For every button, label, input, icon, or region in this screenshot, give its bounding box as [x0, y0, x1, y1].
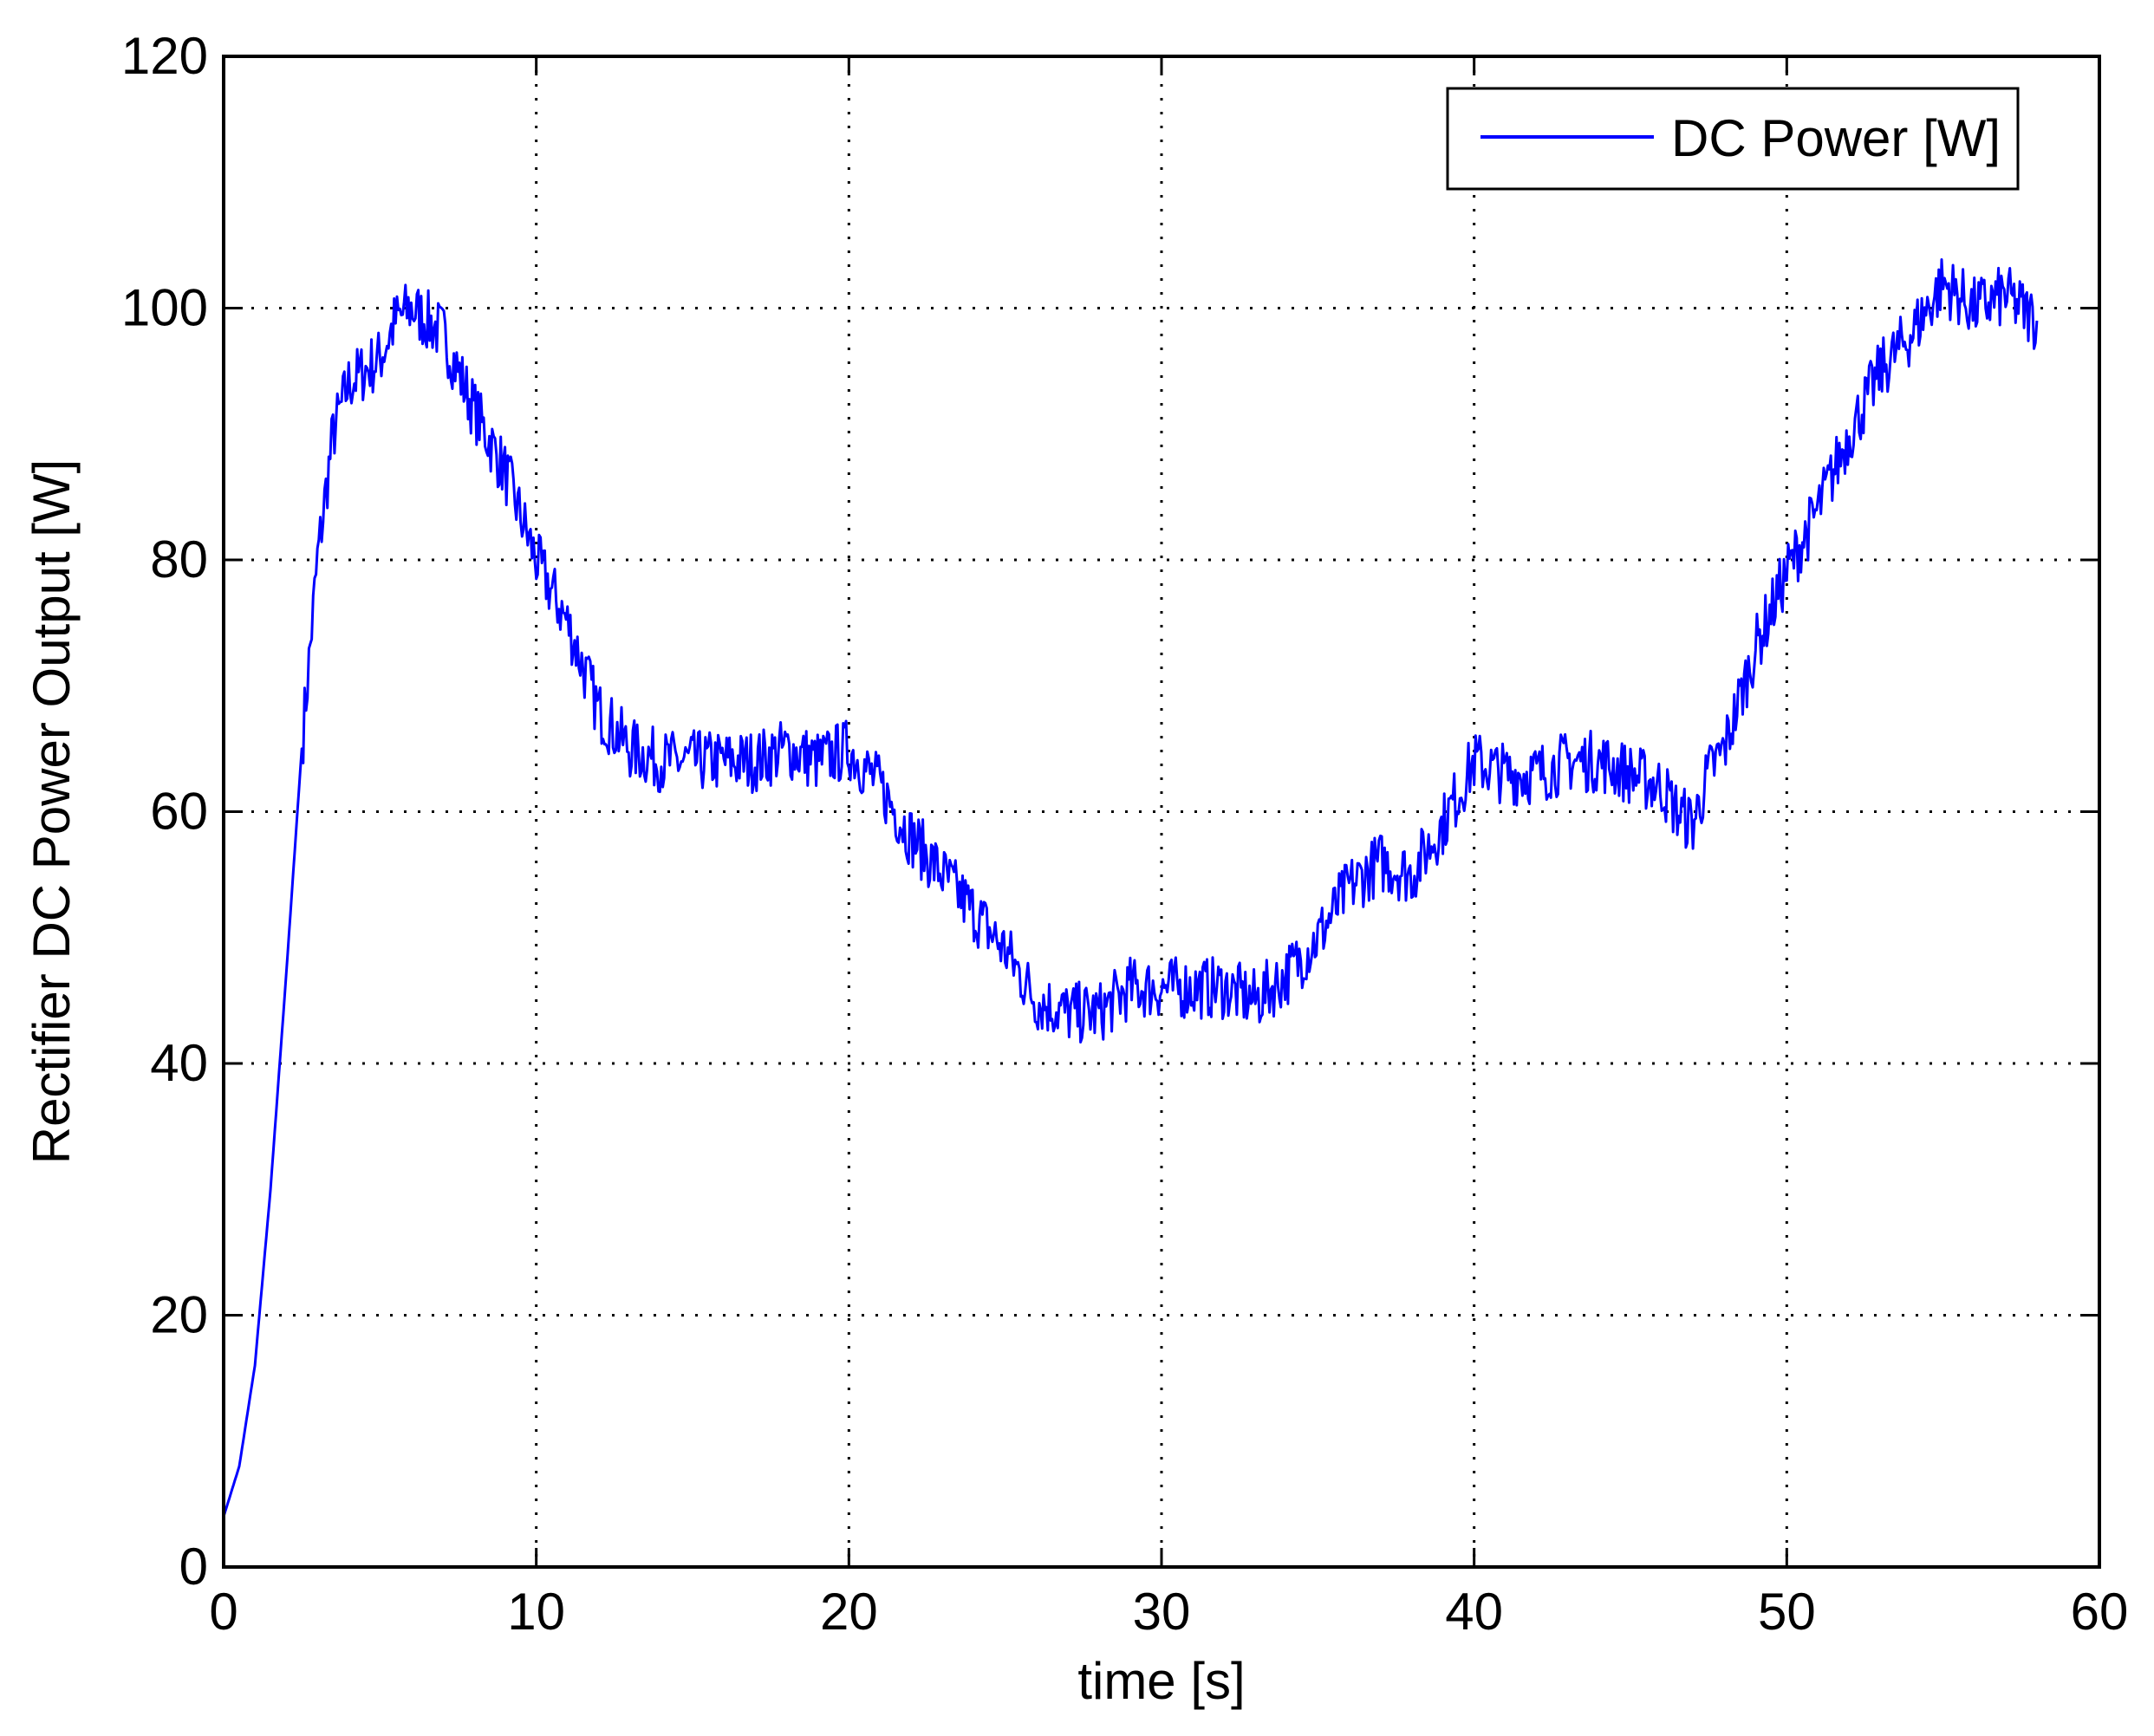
y-tick-label: 20 — [150, 1286, 208, 1344]
x-tick-label: 30 — [1133, 1583, 1191, 1641]
series-layer — [222, 258, 2039, 1518]
y-tick-label: 80 — [150, 530, 208, 588]
y-tick-label: 40 — [150, 1034, 208, 1092]
x-tick-label: 0 — [209, 1583, 238, 1641]
x-tick-label: 50 — [1758, 1583, 1816, 1641]
y-tick-label: 60 — [150, 783, 208, 841]
y-axis-title: Rectifier DC Power Output [W] — [23, 459, 81, 1165]
y-tick-label: 0 — [179, 1538, 208, 1596]
y-tick-label: 100 — [121, 279, 208, 337]
x-tick-label: 20 — [820, 1583, 878, 1641]
legend: DC Power [W] — [1446, 87, 2020, 191]
y-tick-label: 120 — [121, 27, 208, 85]
x-tick-label: 60 — [2071, 1583, 2129, 1641]
x-tick-label: 40 — [1445, 1583, 1503, 1641]
series-line-0 — [222, 258, 2039, 1518]
x-tick-label: 10 — [507, 1583, 565, 1641]
x-axis-title: time [s] — [1077, 1652, 1245, 1710]
axis-ticks: 0 10 20 30 40 50 60 0 20 40 60 80 100 120 — [121, 27, 2128, 1641]
legend-label: DC Power [W] — [1671, 109, 2001, 167]
grid-lines — [224, 56, 2099, 1567]
